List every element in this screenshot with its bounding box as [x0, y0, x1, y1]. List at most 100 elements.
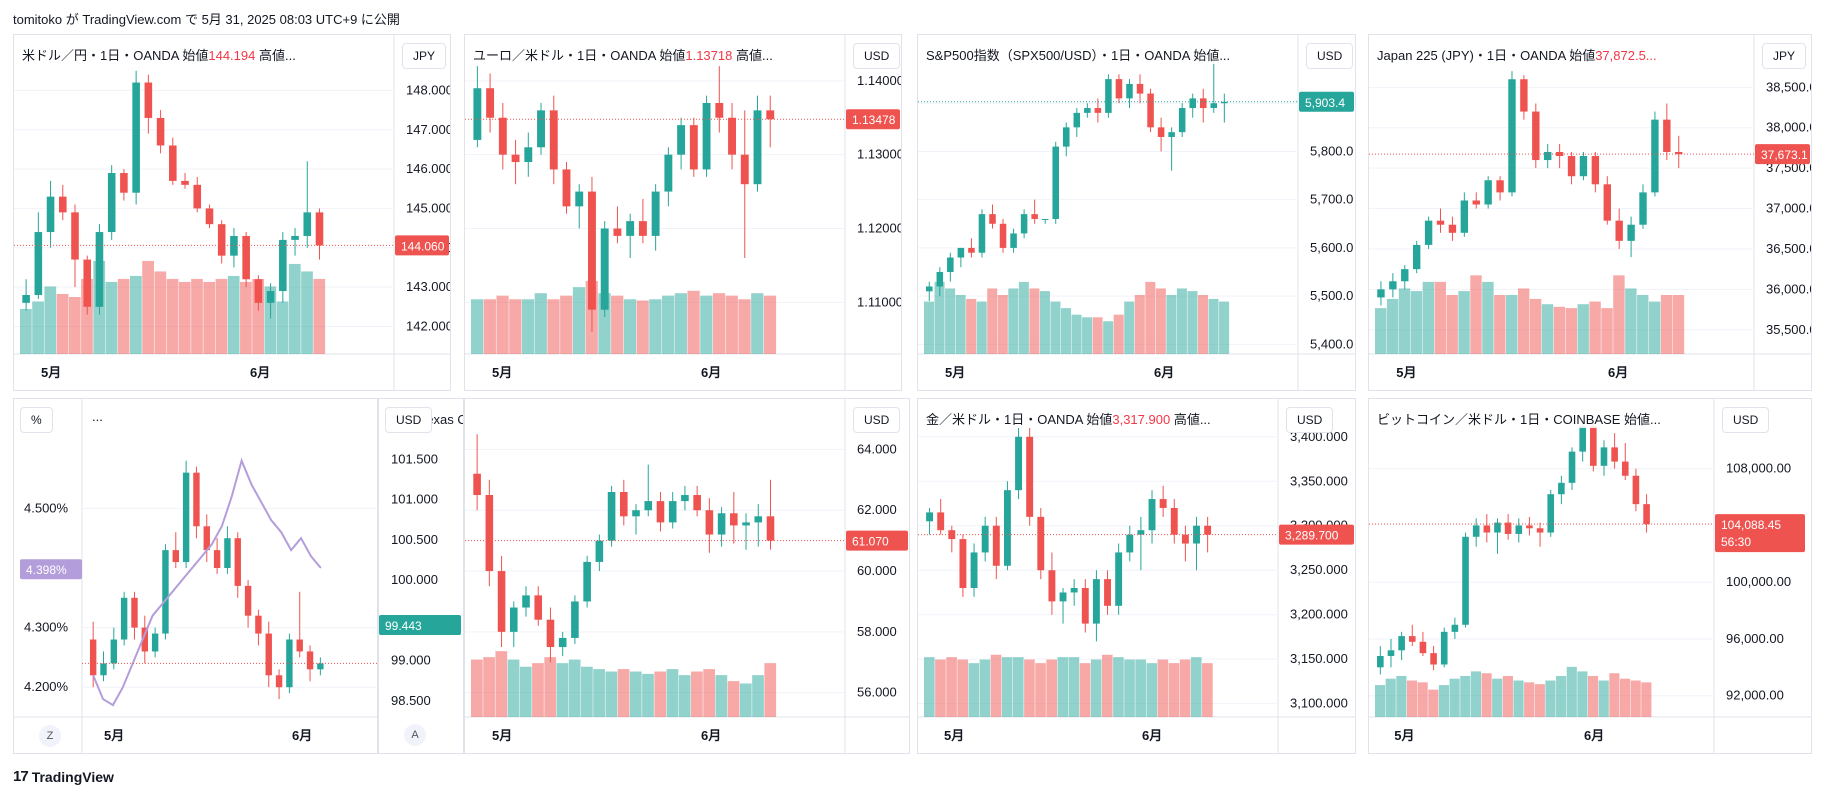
candle-body [1547, 494, 1555, 533]
candle-body [664, 154, 673, 192]
auto-scale-button[interactable]: A [404, 724, 426, 746]
chart-title-text: ビットコイン／米ドル・1日・COINBASE 始値... [1377, 412, 1661, 427]
chart-panel-9[interactable]: 108,000.00 100,000.00 96,000.00 92,000.00 10… [1368, 398, 1812, 754]
chart-panel-6[interactable]: 101.500 101.000 100.500 100.000 99.000 98.500… [378, 398, 464, 754]
price-badge [20, 559, 82, 580]
candle-body [1496, 180, 1504, 193]
chart-panel-2[interactable]: 1.14000 1.13000 1.12000 1.11000 1.13478 5月 6月 ユ… [464, 34, 902, 391]
chart-panel-8[interactable]: 3,400.0003,350.0003,300.0003,250.0003,20… [917, 398, 1356, 754]
chart-title[interactable]: S&P500指数（SPX500/USD）・1日・OANDA 始値... [926, 45, 1231, 64]
volume-bar [117, 278, 130, 354]
volume-bar [178, 281, 191, 354]
price-label: 99.443 [385, 619, 422, 633]
volume-bar [654, 671, 667, 717]
volume-bar [752, 675, 764, 717]
currency-selector[interactable]: JPY [402, 43, 447, 69]
volume-bar [945, 288, 956, 354]
chart-title[interactable]: Japan 225 (JPY)・1日・OANDA 始値37,872.5... [1377, 45, 1657, 64]
volume-bar [313, 278, 326, 354]
candle-body [992, 525, 1000, 566]
chart-title[interactable]: ビットコイン／米ドル・1日・COINBASE 始値... [1377, 409, 1661, 428]
price-badge [1299, 91, 1354, 112]
volume-bar [712, 293, 726, 354]
volume-bar [532, 663, 544, 717]
volume-bar [142, 260, 154, 354]
volume-bar [227, 275, 240, 354]
chart-panel-4[interactable]: 38,500.0 38,000.0 37,500.0 37,000.0 36,500.0… [1368, 34, 1812, 391]
candle-body [1081, 588, 1089, 624]
candle-body [693, 495, 701, 511]
candle-body [100, 663, 107, 676]
candle-body [255, 615, 262, 634]
candle-body [1515, 525, 1523, 534]
candle-body [1221, 101, 1228, 104]
candle-body [1544, 151, 1552, 161]
y-tick-label: 142.000 [406, 318, 451, 333]
y-tick-label: 3,150.000 [1290, 651, 1348, 666]
chart-title-text: Japan 225 (JPY)・1日・OANDA 始値 [1377, 48, 1596, 63]
volume-bar [1648, 301, 1661, 354]
chart-panel-1[interactable]: 148.000147.000146.000145.000144.000143.0… [13, 34, 451, 391]
currency-selector[interactable]: USD [853, 43, 901, 69]
candle-body [1026, 436, 1034, 517]
candle-body [131, 597, 138, 628]
candle-body [1448, 224, 1457, 233]
chart-panel-7[interactable]: 64.000 62.000 60.000 58.000 56.000 61.070 5月 6月… [464, 398, 910, 754]
volume-bar [629, 671, 642, 717]
volume-bar [1197, 295, 1209, 354]
volume-bar [1050, 301, 1061, 354]
candle-body [1621, 461, 1629, 476]
volume-bar [1630, 680, 1641, 717]
candle-body [1412, 244, 1421, 270]
volume-bar [687, 290, 700, 354]
volume-bar [934, 281, 945, 354]
currency-selector[interactable]: USD [853, 407, 901, 433]
zoom-reset-button[interactable]: Z [39, 725, 61, 747]
y-tick-label: 5,400.0 [1310, 336, 1353, 351]
candle-body [1408, 636, 1416, 642]
volume-bar [1434, 281, 1446, 354]
volume-bar [666, 669, 679, 717]
candle-body [1520, 79, 1528, 112]
footer-brand[interactable]: 17 TradingView [13, 768, 114, 785]
chart-title[interactable]: ユーロ／米ドル・1日・OANDA 始値1.13718 高値... [473, 45, 773, 64]
candle-body [1600, 447, 1608, 466]
candle-body [1031, 214, 1038, 219]
candle-body [162, 550, 169, 634]
chart-title[interactable]: 金／米ドル・1日・OANDA 始値3,317.900 高値... [926, 409, 1211, 428]
volume-bar [1060, 308, 1072, 354]
candle-body [546, 619, 555, 648]
candle-body [766, 516, 775, 541]
candle-body [1104, 579, 1111, 606]
currency-selector[interactable]: JPY [1762, 43, 1807, 69]
currency-selector[interactable]: USD [1722, 407, 1770, 433]
y-tick-label: 37,000.0 [1766, 201, 1812, 216]
currency-selector[interactable]: USD [385, 407, 433, 433]
candle-body [1526, 525, 1533, 529]
currency-selector[interactable]: USD [1306, 43, 1354, 69]
chart-panel-3[interactable]: 5,900.05,800.05,700.05,600.05,500.05,400… [917, 34, 1356, 391]
candle-body [1591, 156, 1600, 185]
candle-body [705, 510, 714, 535]
volume-bar [1018, 281, 1029, 354]
volume-bar [1386, 298, 1399, 354]
volume-bar [1417, 682, 1428, 717]
candle-body [279, 239, 287, 292]
candle-body [1639, 192, 1647, 225]
candle-body [632, 510, 640, 517]
candle-body [936, 272, 944, 287]
candle-body [1105, 79, 1112, 113]
volume-bar [623, 299, 637, 354]
candle-body [681, 495, 689, 502]
chart-panel-5[interactable]: 4.500% 4.300% 4.200% 4.398% 5月 6月...% Z [13, 398, 378, 754]
currency-selector[interactable]: USD [1286, 407, 1334, 433]
chart-title[interactable]: ... [92, 409, 103, 424]
candle-body [740, 154, 749, 185]
chart-title[interactable]: 米ドル／円・1日・OANDA 始値144.194 高値... [22, 45, 296, 64]
candle-body [1189, 98, 1196, 109]
volume-bar [1460, 675, 1471, 717]
currency-selector[interactable]: % [20, 407, 53, 433]
candle-body [234, 538, 241, 586]
candle-body [303, 212, 312, 236]
candle-body [1204, 525, 1212, 535]
